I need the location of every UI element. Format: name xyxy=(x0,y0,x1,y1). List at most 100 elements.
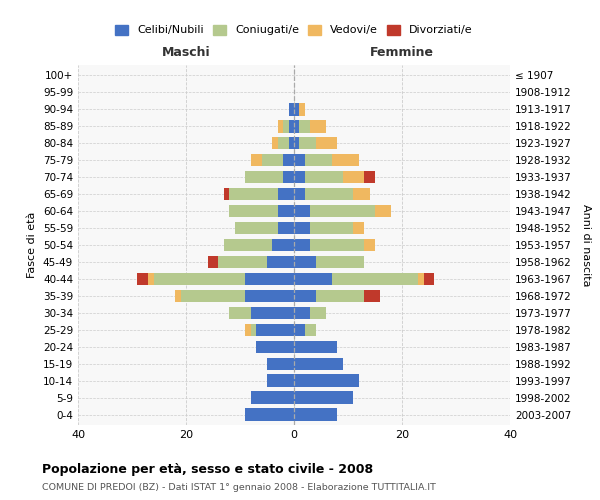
Bar xyxy=(283,154,294,166)
Bar xyxy=(294,392,353,404)
Bar xyxy=(267,358,294,370)
Bar xyxy=(229,188,294,200)
Bar xyxy=(272,238,294,252)
Bar xyxy=(267,374,294,387)
Bar xyxy=(294,120,299,132)
Bar xyxy=(154,272,294,285)
Bar xyxy=(229,204,294,218)
Bar xyxy=(310,120,326,132)
Bar xyxy=(299,120,310,132)
Bar xyxy=(353,222,364,234)
Bar xyxy=(294,154,305,166)
Bar xyxy=(294,272,332,285)
Bar xyxy=(148,272,294,285)
Bar xyxy=(267,256,294,268)
Bar xyxy=(267,374,294,387)
Bar xyxy=(283,120,294,132)
Bar xyxy=(181,290,294,302)
Bar xyxy=(267,358,294,370)
Bar xyxy=(310,306,326,320)
Bar xyxy=(229,204,294,218)
Bar xyxy=(272,136,294,149)
Bar xyxy=(294,204,310,218)
Bar xyxy=(235,222,294,234)
Text: Popolazione per età, sesso e stato civile - 2008: Popolazione per età, sesso e stato civil… xyxy=(42,462,373,475)
Bar xyxy=(245,408,294,421)
Bar xyxy=(224,238,294,252)
Bar xyxy=(294,340,337,353)
Bar xyxy=(278,188,294,200)
Bar xyxy=(289,103,294,116)
Bar xyxy=(310,222,353,234)
Bar xyxy=(256,324,294,336)
Bar xyxy=(294,408,337,421)
Bar xyxy=(278,120,294,132)
Bar xyxy=(294,324,305,336)
Bar xyxy=(289,103,294,116)
Bar xyxy=(229,306,294,320)
Bar xyxy=(229,306,294,320)
Bar xyxy=(305,324,316,336)
Bar xyxy=(364,170,375,183)
Bar xyxy=(299,103,305,116)
Bar xyxy=(289,103,294,116)
Bar xyxy=(224,238,294,252)
Bar xyxy=(245,170,294,183)
Bar xyxy=(294,358,343,370)
Bar xyxy=(218,256,294,268)
Bar xyxy=(278,120,294,132)
Bar xyxy=(245,170,294,183)
Bar xyxy=(229,204,294,218)
Bar xyxy=(316,290,364,302)
Bar xyxy=(267,358,294,370)
Bar xyxy=(305,154,332,166)
Bar xyxy=(229,188,294,200)
Bar xyxy=(256,340,294,353)
Bar xyxy=(289,103,294,116)
Text: Femmine: Femmine xyxy=(370,46,434,59)
Bar xyxy=(375,204,391,218)
Bar xyxy=(224,188,294,200)
Bar xyxy=(332,272,418,285)
Bar xyxy=(289,120,294,132)
Bar xyxy=(245,290,294,302)
Y-axis label: Fasce di età: Fasce di età xyxy=(28,212,37,278)
Bar xyxy=(418,272,424,285)
Bar xyxy=(245,408,294,421)
Bar xyxy=(267,374,294,387)
Bar xyxy=(294,103,299,116)
Bar xyxy=(224,238,294,252)
Bar xyxy=(364,238,375,252)
Bar xyxy=(251,392,294,404)
Bar xyxy=(245,272,294,285)
Bar xyxy=(294,374,359,387)
Bar xyxy=(294,238,310,252)
Bar xyxy=(245,408,294,421)
Bar xyxy=(262,154,294,166)
Bar xyxy=(278,136,294,149)
Bar xyxy=(235,222,294,234)
Bar xyxy=(208,256,294,268)
Bar xyxy=(251,324,294,336)
Bar xyxy=(229,306,294,320)
Bar xyxy=(310,204,375,218)
Bar xyxy=(251,392,294,404)
Bar xyxy=(294,256,316,268)
Bar xyxy=(251,154,294,166)
Bar xyxy=(305,188,353,200)
Bar xyxy=(299,136,316,149)
Bar xyxy=(218,256,294,268)
Bar xyxy=(137,272,294,285)
Bar xyxy=(245,324,294,336)
Y-axis label: Anni di nascita: Anni di nascita xyxy=(581,204,591,286)
Text: Maschi: Maschi xyxy=(161,46,211,59)
Bar xyxy=(272,136,294,149)
Bar xyxy=(332,154,359,166)
Bar xyxy=(235,222,294,234)
Legend: Celibi/Nubili, Coniugati/e, Vedovi/e, Divorziati/e: Celibi/Nubili, Coniugati/e, Vedovi/e, Di… xyxy=(111,20,477,40)
Bar xyxy=(256,340,294,353)
Bar xyxy=(245,324,294,336)
Bar xyxy=(267,358,294,370)
Bar xyxy=(294,188,305,200)
Bar xyxy=(353,188,370,200)
